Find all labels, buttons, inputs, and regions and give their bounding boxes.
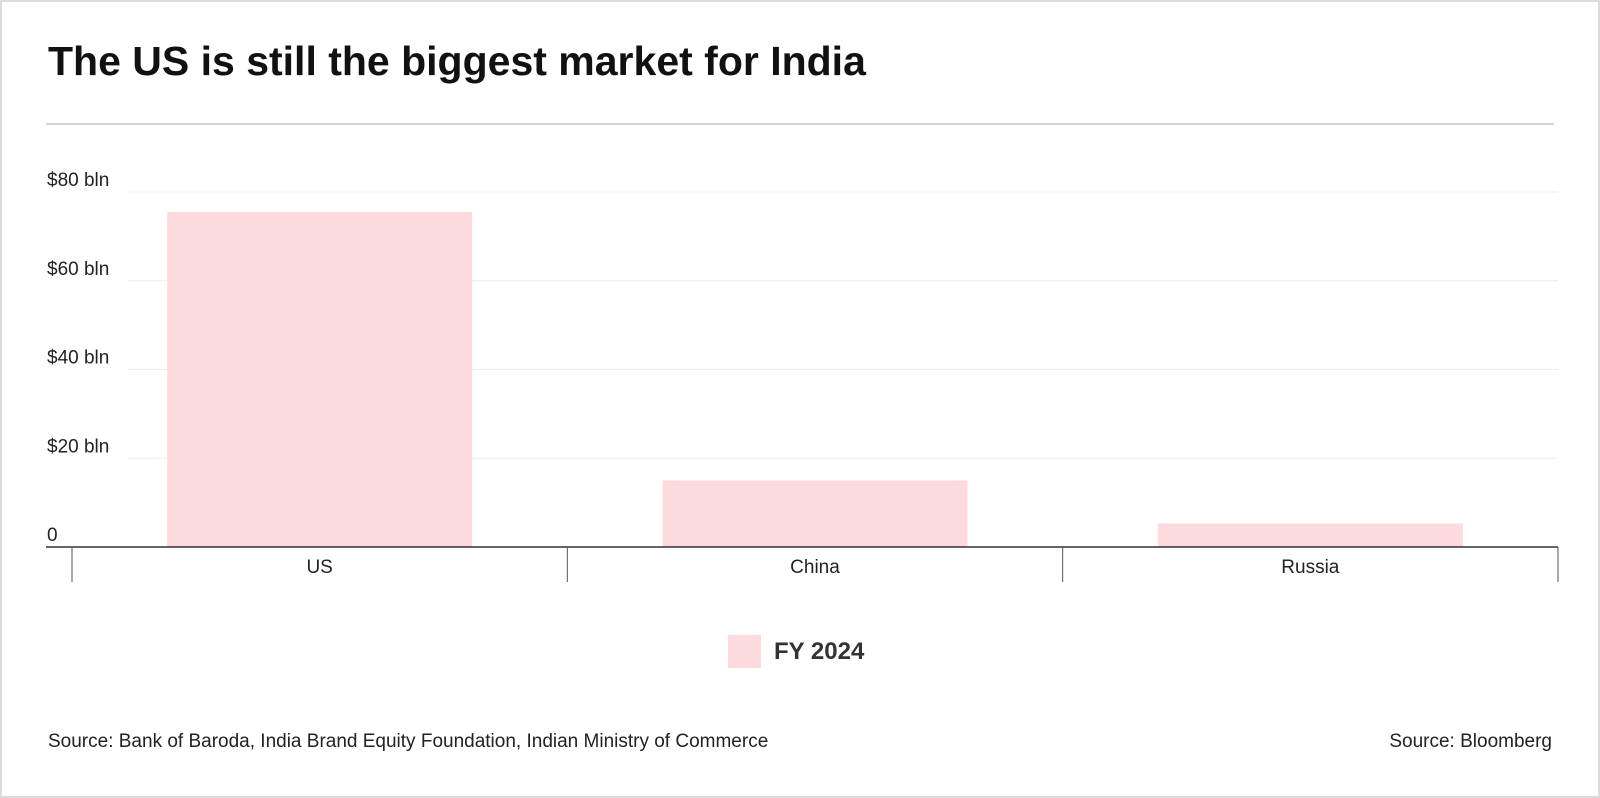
y-tick-label: $20 bln bbox=[47, 436, 109, 457]
legend: FY 2024 bbox=[728, 635, 864, 668]
bars bbox=[167, 211, 1463, 547]
legend-swatch bbox=[728, 635, 761, 668]
source-note-left: Source: Bank of Baroda, India Brand Equi… bbox=[48, 731, 769, 752]
y-axis-labels: 0 $20 bln $40 bln $60 bln $80 bln bbox=[47, 170, 109, 546]
x-axis-labels: US China Russia bbox=[306, 557, 1339, 578]
source-note-right: Source: Bloomberg bbox=[1389, 731, 1552, 752]
x-tick-label: US bbox=[306, 557, 332, 578]
chart-title: The US is still the biggest market for I… bbox=[48, 38, 866, 84]
bar-russia bbox=[1157, 523, 1463, 547]
x-tick-label: Russia bbox=[1281, 557, 1340, 578]
y-tick-label: $80 bln bbox=[47, 170, 109, 191]
bar-china bbox=[662, 480, 968, 547]
x-tick-label: China bbox=[790, 557, 840, 578]
x-axis bbox=[46, 546, 1559, 582]
y-tick-label: $60 bln bbox=[47, 259, 109, 280]
y-tick-label: 0 bbox=[47, 525, 58, 546]
bar-us bbox=[167, 211, 473, 547]
y-tick-label: $40 bln bbox=[47, 348, 109, 369]
legend-label: FY 2024 bbox=[774, 637, 865, 665]
title-divider bbox=[46, 123, 1554, 125]
